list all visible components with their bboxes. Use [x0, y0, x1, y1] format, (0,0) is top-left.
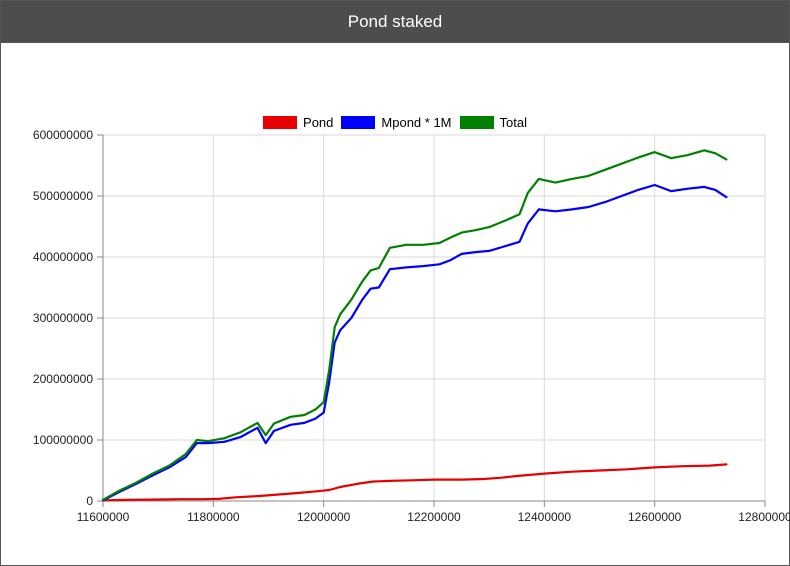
- series-pond: [103, 464, 726, 500]
- x-tick-label: 12000000: [297, 510, 351, 524]
- series-mpond-1m: [103, 185, 726, 500]
- x-tick-label: 12200000: [407, 510, 461, 524]
- x-tick-label: 11600000: [77, 510, 130, 524]
- y-tick-label: 300000000: [33, 311, 93, 325]
- series-total: [103, 150, 726, 500]
- y-tick-label: 200000000: [33, 372, 93, 386]
- chart-panel: Pond staked PondMpond * 1MTotal 11600000…: [0, 0, 790, 566]
- x-tick-label: 12800000: [738, 510, 790, 524]
- y-tick-label: 600000000: [33, 128, 93, 142]
- x-tick-label: 12400000: [518, 510, 572, 524]
- y-tick-label: 0: [86, 494, 93, 508]
- x-tick-label: 11800000: [187, 510, 240, 524]
- axes: 11600000 11800000 12000000 12200000 12400000…: [33, 128, 790, 524]
- y-tick-label: 100000000: [33, 433, 93, 447]
- line-chart: 11600000 11800000 12000000 12200000 12400000…: [1, 1, 790, 541]
- y-tick-label: 500000000: [33, 189, 93, 203]
- y-tick-label: 400000000: [33, 250, 93, 264]
- x-tick-label: 12600000: [628, 510, 682, 524]
